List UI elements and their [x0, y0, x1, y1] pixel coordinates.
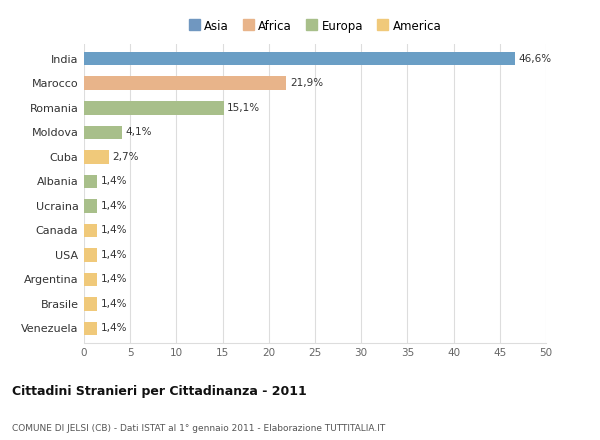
Text: 1,4%: 1,4% — [101, 176, 127, 186]
Text: 21,9%: 21,9% — [290, 78, 323, 88]
Text: 15,1%: 15,1% — [227, 103, 260, 113]
Text: 2,7%: 2,7% — [113, 152, 139, 162]
Text: 1,4%: 1,4% — [101, 250, 127, 260]
Text: 1,4%: 1,4% — [101, 323, 127, 334]
Bar — [84, 77, 286, 90]
Bar — [84, 101, 224, 114]
Text: 46,6%: 46,6% — [518, 54, 551, 64]
Bar — [84, 175, 97, 188]
Legend: Asia, Africa, Europa, America: Asia, Africa, Europa, America — [188, 20, 442, 33]
Bar — [84, 125, 122, 139]
Text: 1,4%: 1,4% — [101, 225, 127, 235]
Bar — [84, 52, 515, 66]
Bar — [84, 199, 97, 213]
Text: COMUNE DI JELSI (CB) - Dati ISTAT al 1° gennaio 2011 - Elaborazione TUTTITALIA.I: COMUNE DI JELSI (CB) - Dati ISTAT al 1° … — [12, 425, 385, 433]
Bar — [84, 248, 97, 262]
Text: 4,1%: 4,1% — [125, 127, 152, 137]
Bar — [84, 224, 97, 237]
Text: 1,4%: 1,4% — [101, 275, 127, 284]
Bar — [84, 150, 109, 164]
Text: 1,4%: 1,4% — [101, 201, 127, 211]
Bar — [84, 297, 97, 311]
Text: Cittadini Stranieri per Cittadinanza - 2011: Cittadini Stranieri per Cittadinanza - 2… — [12, 385, 307, 398]
Bar — [84, 322, 97, 335]
Text: 1,4%: 1,4% — [101, 299, 127, 309]
Bar — [84, 273, 97, 286]
